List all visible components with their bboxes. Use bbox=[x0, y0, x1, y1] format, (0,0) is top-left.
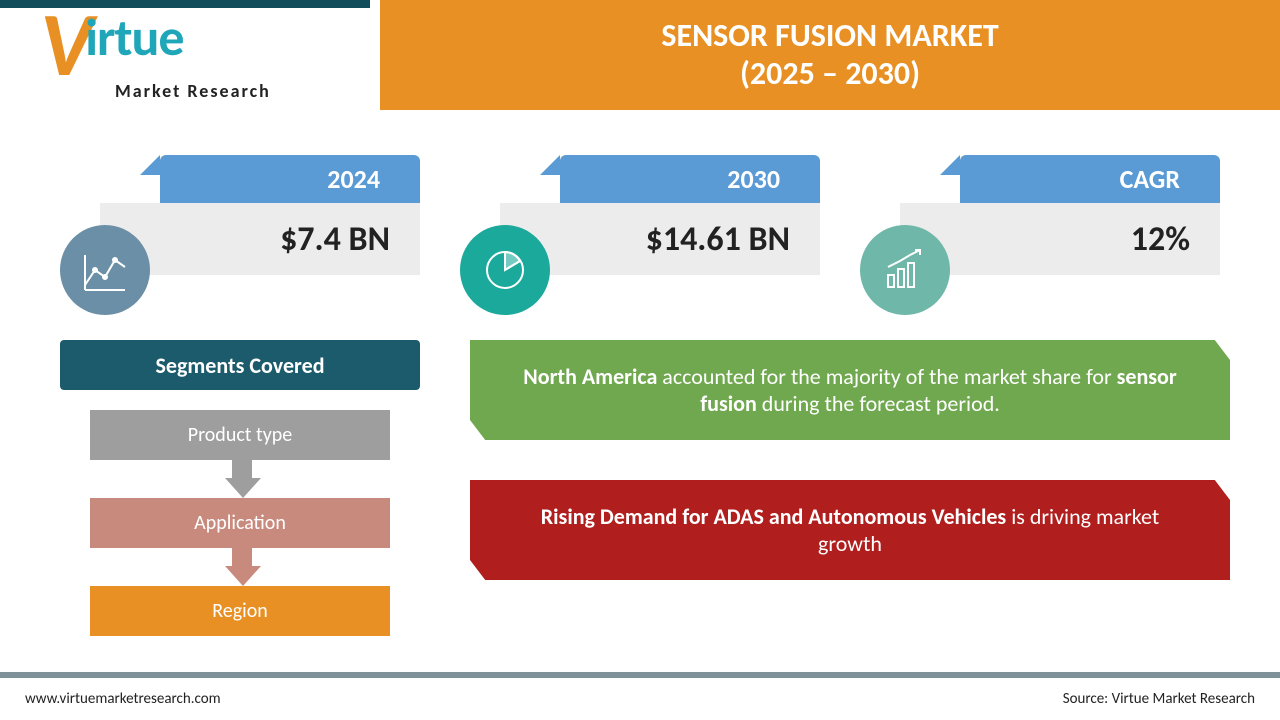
footer-source: Source: Virtue Market Research bbox=[1063, 690, 1255, 708]
header-arrow-icon bbox=[380, 0, 418, 110]
segments-header: Segments Covered bbox=[60, 340, 420, 390]
arrow-down-icon bbox=[232, 460, 252, 478]
stat-label: 2024 bbox=[160, 155, 420, 203]
stat-card-cagr: CAGR 12% bbox=[900, 155, 1220, 285]
logo-subtitle: Market Research bbox=[115, 80, 271, 102]
footer-divider bbox=[0, 672, 1280, 678]
arrow-down-icon bbox=[232, 548, 252, 566]
title-banner: SENSOR FUSION MARKET (2025 – 2030) bbox=[380, 0, 1280, 110]
insight-growth-driver: Rising Demand for ADAS and Autonomous Ve… bbox=[470, 480, 1230, 580]
line-chart-icon bbox=[60, 225, 150, 315]
growth-chart-icon bbox=[860, 225, 950, 315]
stat-card-2030: 2030 $14.61 BN bbox=[500, 155, 820, 285]
page-title: SENSOR FUSION MARKET (2025 – 2030) bbox=[661, 17, 998, 94]
stat-label: CAGR bbox=[960, 155, 1220, 203]
stats-row: 2024 $7.4 BN 2030 $14.61 BN CAGR 12% bbox=[100, 155, 1220, 285]
company-logo: Virtue Market Research bbox=[40, 0, 360, 125]
pie-chart-icon bbox=[460, 225, 550, 315]
insight-market-share: North America accounted for the majority… bbox=[470, 340, 1230, 440]
segment-product-type: Product type bbox=[90, 410, 390, 460]
footer-url: www.virtuemarketresearch.com bbox=[25, 690, 221, 708]
logo-text: irtue bbox=[85, 5, 183, 69]
segment-region: Region bbox=[90, 586, 390, 636]
arrow-down-icon bbox=[225, 566, 261, 586]
stat-label: 2030 bbox=[560, 155, 820, 203]
segment-application: Application bbox=[90, 498, 390, 548]
stat-card-2024: 2024 $7.4 BN bbox=[100, 155, 420, 285]
arrow-down-icon bbox=[225, 478, 261, 498]
